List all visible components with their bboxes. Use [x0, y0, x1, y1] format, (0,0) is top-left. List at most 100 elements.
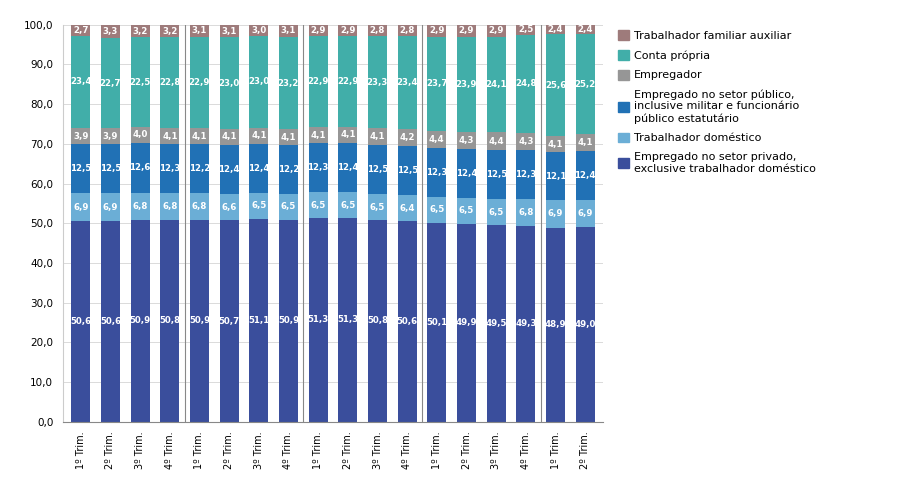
Text: 4,1: 4,1: [370, 132, 385, 141]
Bar: [71, 25, 90, 36]
Bar: [457, 149, 476, 198]
Bar: [279, 220, 298, 422]
Text: 4,1: 4,1: [578, 138, 593, 147]
Bar: [368, 25, 387, 36]
Text: 4,1: 4,1: [310, 131, 326, 140]
Text: 50,9: 50,9: [130, 316, 150, 325]
Text: 3,1: 3,1: [281, 26, 296, 35]
Bar: [190, 37, 209, 128]
Text: 6,9: 6,9: [548, 209, 563, 218]
Bar: [457, 131, 476, 149]
Bar: [309, 218, 328, 422]
Text: 4,4: 4,4: [489, 136, 504, 145]
Bar: [160, 128, 179, 144]
Bar: [487, 132, 506, 150]
Text: 2,9: 2,9: [340, 26, 356, 35]
Text: 50,8: 50,8: [367, 316, 388, 325]
Text: 50,6: 50,6: [397, 317, 418, 326]
Bar: [101, 193, 120, 221]
Text: 12,6: 12,6: [130, 163, 151, 172]
Text: 2,5: 2,5: [518, 25, 534, 34]
Bar: [220, 129, 238, 145]
Bar: [249, 36, 268, 127]
Text: 24,8: 24,8: [515, 79, 536, 88]
Bar: [279, 194, 298, 220]
Text: 4,2: 4,2: [400, 133, 415, 142]
Text: 12,2: 12,2: [189, 164, 211, 173]
Text: 4,4: 4,4: [429, 135, 445, 144]
Text: 4,1: 4,1: [251, 131, 266, 140]
Bar: [71, 36, 90, 128]
Bar: [190, 128, 209, 144]
Text: 50,6: 50,6: [70, 317, 92, 326]
Legend: Trabalhador familiar auxiliar, Conta própria, Empregador, Empregado no setor púb: Trabalhador familiar auxiliar, Conta pró…: [617, 30, 816, 174]
Text: 12,3: 12,3: [427, 168, 447, 177]
Text: 6,9: 6,9: [73, 203, 88, 212]
Bar: [428, 223, 446, 422]
Bar: [190, 220, 209, 422]
Text: 6,6: 6,6: [221, 203, 237, 212]
Text: 12,4: 12,4: [338, 163, 358, 172]
Bar: [249, 193, 268, 219]
Bar: [220, 220, 238, 422]
Bar: [546, 34, 565, 136]
Bar: [101, 38, 120, 128]
Bar: [160, 220, 179, 422]
Bar: [220, 38, 238, 129]
Bar: [101, 128, 120, 144]
Bar: [130, 220, 149, 422]
Bar: [190, 25, 209, 37]
Bar: [368, 36, 387, 128]
Text: 12,4: 12,4: [248, 164, 270, 173]
Bar: [546, 136, 565, 152]
Text: 2,7: 2,7: [73, 26, 88, 35]
Text: 24,1: 24,1: [485, 80, 507, 89]
Text: 51,3: 51,3: [308, 315, 328, 324]
Text: 6,8: 6,8: [132, 202, 148, 211]
Text: 22,7: 22,7: [100, 79, 122, 88]
Text: 12,5: 12,5: [486, 170, 507, 179]
Bar: [130, 38, 149, 127]
Text: 2,9: 2,9: [310, 26, 326, 35]
Text: 6,5: 6,5: [429, 205, 445, 214]
Bar: [517, 199, 535, 226]
Bar: [249, 24, 268, 36]
Bar: [249, 219, 268, 422]
Text: 51,3: 51,3: [338, 315, 358, 324]
Bar: [279, 145, 298, 194]
Bar: [368, 128, 387, 145]
Bar: [220, 25, 238, 38]
Bar: [576, 200, 595, 227]
Text: 4,1: 4,1: [548, 139, 563, 148]
Bar: [71, 128, 90, 144]
Text: 3,2: 3,2: [162, 27, 177, 36]
Text: 23,9: 23,9: [455, 80, 477, 89]
Text: 23,3: 23,3: [367, 78, 388, 87]
Bar: [249, 127, 268, 144]
Bar: [338, 143, 357, 192]
Bar: [517, 35, 535, 133]
Bar: [309, 192, 328, 218]
Text: 2,9: 2,9: [459, 26, 474, 35]
Text: 6,8: 6,8: [192, 202, 207, 211]
Text: 4,1: 4,1: [281, 133, 296, 142]
Text: 4,1: 4,1: [192, 131, 207, 140]
Text: 6,5: 6,5: [281, 202, 296, 211]
Text: 6,9: 6,9: [578, 209, 593, 218]
Text: 12,1: 12,1: [544, 172, 566, 181]
Text: 12,3: 12,3: [515, 170, 536, 179]
Text: 4,3: 4,3: [459, 135, 474, 144]
Text: 6,5: 6,5: [251, 201, 266, 210]
Bar: [249, 144, 268, 193]
Bar: [101, 144, 120, 193]
Bar: [220, 194, 238, 220]
Text: 6,4: 6,4: [400, 204, 415, 213]
Bar: [309, 143, 328, 192]
Bar: [576, 25, 595, 34]
Bar: [576, 34, 595, 134]
Bar: [71, 144, 90, 193]
Text: 4,1: 4,1: [162, 131, 177, 140]
Text: 50,7: 50,7: [219, 316, 239, 325]
Text: 22,9: 22,9: [189, 78, 211, 87]
Text: 23,4: 23,4: [396, 78, 418, 87]
